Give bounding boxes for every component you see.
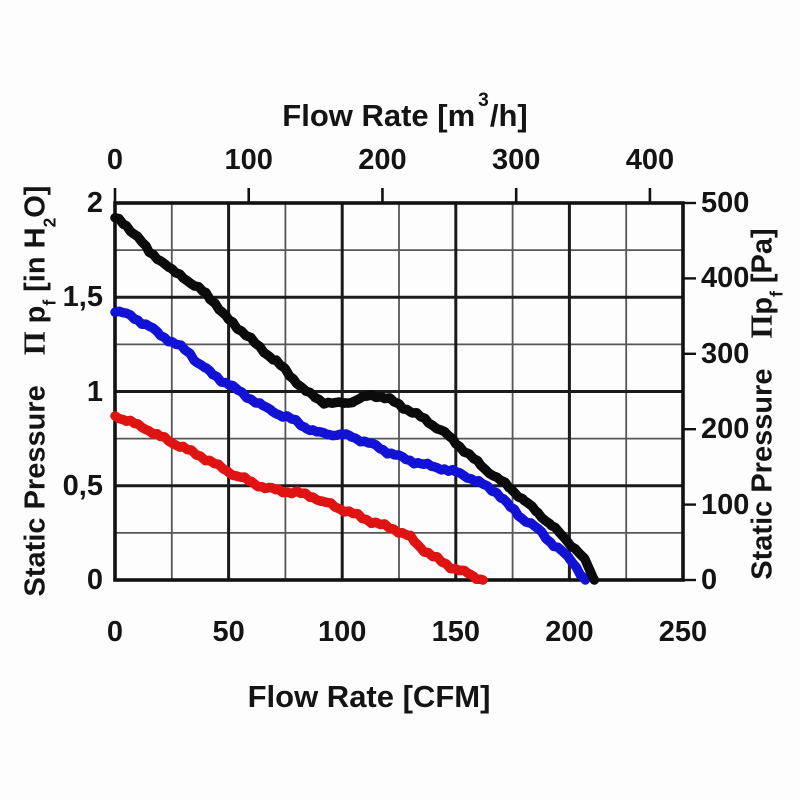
left-axis-tick-label: 2 [86,187,103,219]
bottom-axis-title: Flow Rate [CFM] [247,679,491,714]
blue-curve [110,306,591,585]
left-axis-unit-subscript: 2 [39,217,60,228]
right-axis-tick-label: 200 [701,413,750,446]
top-axis-title-text: Flow Rate [m [282,98,476,133]
left-axis-tick-label: 1,5 [62,281,103,314]
right-axis-title-text: Static Pressure [746,368,779,580]
right-axis-tick-label: 500 [701,187,750,219]
bottom-axis-tick-label: 100 [317,616,367,648]
pi-symbol: Π [744,314,779,339]
right-axis-tick-label: 0 [701,564,718,596]
black-curve [110,213,600,585]
plot-border [113,201,685,582]
top-axis-tick-label: 100 [224,144,273,176]
left-axis-tick-label: 1 [86,375,103,408]
bottom-axis-tick-label: 0 [106,616,124,648]
right-axis-variable: p [746,296,779,315]
top-axis-title: Flow Rate [m 3/h] [282,90,528,134]
left-axis-tick-label: 0,5 [62,469,103,502]
top-axis-tick-label: 300 [491,144,541,176]
right-axis-tick-label: 400 [701,262,750,295]
top-axis-tick-label: 400 [625,144,675,176]
bottom-axis-tick-label: 50 [212,616,245,648]
top-axis-title-unit: /h] [489,98,528,133]
right-axis-tick-label: 100 [701,488,750,521]
top-axis-tick-label: 200 [358,144,407,176]
top-axis-tick-label: 0 [106,144,124,176]
right-axis-tick-label: 300 [701,337,750,370]
bottom-axis-tick-label: 200 [545,616,594,648]
top-axis-title-superscript: 3 [478,90,489,112]
red-curve [110,411,488,585]
bottom-axis-tick-label: 250 [658,616,708,648]
left-axis-tick-label: 0 [86,564,103,596]
bottom-axis-tick-label: 150 [431,616,480,648]
pi-symbol: Π [17,331,52,356]
